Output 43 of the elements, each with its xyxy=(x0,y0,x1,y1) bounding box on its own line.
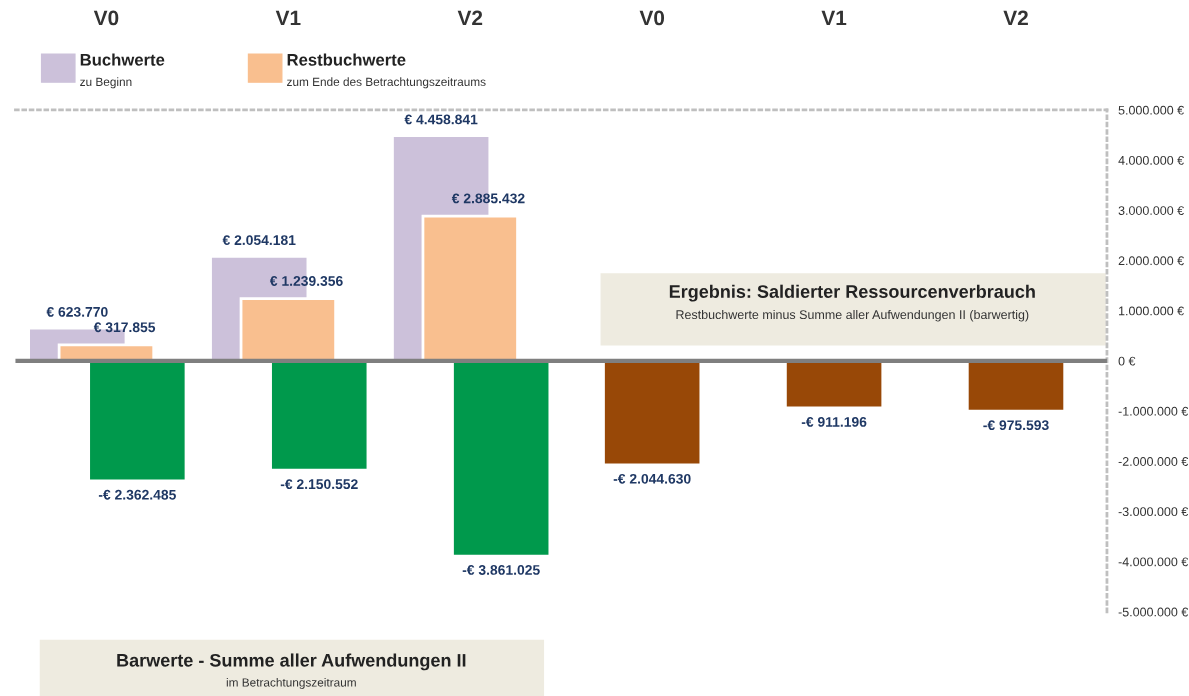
text: zu Beginn xyxy=(80,77,132,89)
data-label: -€ 975.593 xyxy=(983,420,1049,431)
x-tick-label: V2 xyxy=(1003,10,1028,26)
y-tick-label: 5.000.000 € xyxy=(1118,105,1184,115)
bar xyxy=(90,360,185,480)
text: Barwerte - Summe aller Aufwendungen II xyxy=(117,653,466,671)
data-label: € 2.054.181 xyxy=(222,235,296,246)
y-tick-label: 3.000.000 € xyxy=(1118,206,1184,215)
bar xyxy=(604,360,700,464)
data-label: -€ 2.044.630 xyxy=(613,473,691,484)
y-tick-label: 2.000.000 € xyxy=(1118,256,1184,266)
data-label: € 623.770 xyxy=(46,306,108,317)
y-tick-label: -4.000.000 € xyxy=(1118,557,1189,567)
data-label: -€ 2.362.485 xyxy=(98,489,176,500)
bar xyxy=(453,360,549,555)
x-tick-label: V0 xyxy=(93,10,119,26)
data-label: € 317.855 xyxy=(93,322,156,333)
y-tick-label: -2.000.000 € xyxy=(1118,457,1189,466)
data-label: € 1.239.356 xyxy=(269,276,343,286)
y-tick-label: -1.000.000 € xyxy=(1118,406,1189,416)
x-tick-label: V1 xyxy=(821,10,847,26)
data-label: -€ 2.150.552 xyxy=(280,479,358,490)
annotation: Restbuchwerte minus Summe aller Aufwendungen II (barwertig) xyxy=(676,309,1029,322)
legend-label: Restbuchwerte xyxy=(287,53,406,66)
y-tick-label: -3.000.000 € xyxy=(1118,507,1189,517)
bar xyxy=(968,360,1064,410)
data-label: -€ 911.196 xyxy=(801,417,867,427)
y-tick-label: 1.000.000 € xyxy=(1119,306,1184,316)
data-label: -€ 3.861.025 xyxy=(462,565,540,575)
legend-label: Buchwerte xyxy=(80,53,165,66)
y-tick-label: 4.000.000 € xyxy=(1118,155,1184,165)
x-tick-label: V0 xyxy=(639,10,665,26)
text: im Betrachtungszeitraum xyxy=(226,677,356,689)
y-tick-label: -5.000.000 € xyxy=(1118,607,1189,617)
x-tick-label: V1 xyxy=(275,10,301,26)
x-tick-label: V2 xyxy=(457,10,483,26)
annotation: Ergebnis: Saldierter Ressourcenverbrauch xyxy=(669,284,1035,302)
bar xyxy=(271,360,367,469)
data-label: € 4.458.841 xyxy=(404,114,478,125)
data-label: € 2.885.432 xyxy=(451,193,525,204)
bar xyxy=(786,360,882,407)
text: zum Ende des Betrachtungszeitraums xyxy=(287,77,486,89)
y-tick-label: 0 € xyxy=(1118,356,1136,366)
